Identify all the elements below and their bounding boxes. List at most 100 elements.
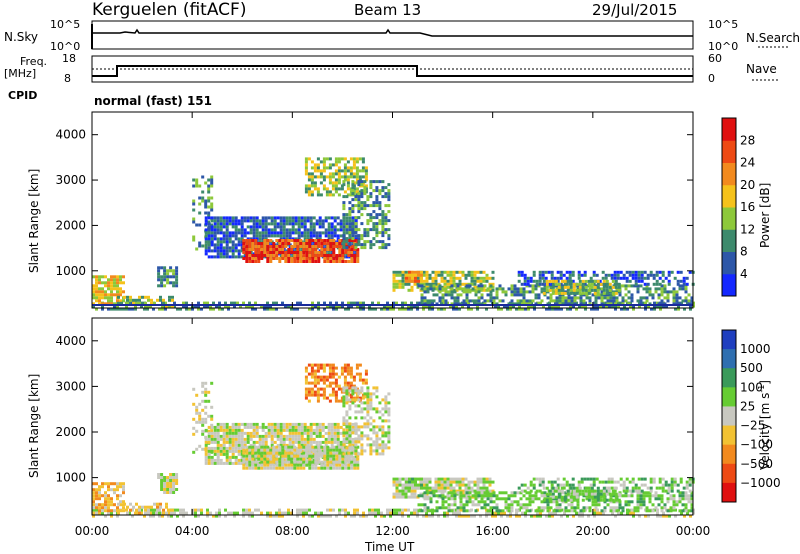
- echo-cell: [167, 511, 170, 515]
- echo-cell: [325, 378, 329, 382]
- echo-cell: [309, 231, 313, 235]
- echo-cell: [351, 389, 355, 393]
- echo-cell: [342, 389, 346, 393]
- echo-cell: [222, 431, 226, 435]
- echo-cell: [401, 279, 405, 283]
- echo-cell: [604, 273, 608, 277]
- echo-cell: [566, 288, 570, 292]
- echo-cell: [334, 190, 338, 194]
- echo-cell: [342, 201, 346, 205]
- echo-cell: [358, 169, 362, 173]
- echo-cell: [291, 219, 295, 223]
- echo-cell: [420, 480, 423, 484]
- echo-cell: [233, 514, 236, 518]
- echo-cell: [495, 494, 499, 498]
- echo-cell: [98, 278, 101, 282]
- echo-cell: [254, 242, 258, 245]
- echo-cell: [346, 178, 350, 182]
- echo-cell: [392, 276, 396, 280]
- echo-cell: [473, 489, 477, 493]
- echo-cell: [331, 175, 335, 179]
- echo-cell: [285, 219, 289, 223]
- echo-cell: [116, 514, 119, 518]
- echo-cell: [281, 254, 285, 257]
- power-colorbar-swatch: [722, 229, 736, 252]
- echo-cell: [228, 446, 232, 450]
- echo-cell: [95, 511, 98, 515]
- echo-cell: [231, 225, 235, 229]
- echo-cell: [573, 506, 577, 510]
- echo-cell: [237, 422, 241, 426]
- echo-cell: [206, 514, 209, 518]
- echo-cell: [398, 495, 402, 499]
- echo-cell: [450, 509, 454, 513]
- echo-cell: [395, 282, 399, 286]
- echo-cell: [210, 234, 214, 238]
- beam-title: Beam 13: [354, 1, 421, 19]
- echo-cell: [290, 245, 294, 248]
- echo-cell: [515, 511, 518, 515]
- echo-cell: [387, 446, 391, 450]
- echo-cell: [230, 301, 233, 305]
- echo-cell: [381, 443, 385, 447]
- echo-cell: [219, 225, 223, 229]
- echo-cell: [222, 225, 226, 229]
- echo-cell: [276, 222, 280, 226]
- echo-cell: [423, 299, 427, 303]
- echo-cell: [357, 434, 361, 438]
- echo-cell: [309, 431, 313, 435]
- echo-cell: [392, 483, 396, 487]
- freq-line: [92, 65, 693, 77]
- echo-cell: [122, 482, 125, 486]
- echo-cell: [260, 466, 264, 470]
- echo-cell: [234, 222, 238, 226]
- echo-cell: [296, 454, 300, 458]
- echo-cell: [515, 307, 518, 311]
- echo-cell: [210, 429, 214, 433]
- echo-cell: [672, 302, 676, 306]
- echo-cell: [355, 175, 359, 179]
- echo-cell: [104, 293, 107, 297]
- echo-cell: [275, 466, 279, 470]
- echo-cell: [667, 279, 671, 283]
- echo-cell: [627, 296, 631, 300]
- echo-cell: [525, 284, 529, 288]
- echo-cell: [290, 304, 293, 308]
- echo-cell: [555, 506, 559, 510]
- echo-cell: [215, 304, 218, 308]
- echo-cell: [411, 486, 414, 490]
- echo-cell: [173, 304, 176, 308]
- echo-cell: [207, 455, 211, 459]
- echo-cell: [428, 273, 432, 277]
- echo-cell: [395, 511, 398, 515]
- echo-cell: [252, 428, 256, 432]
- echo-cell: [410, 495, 414, 499]
- echo-cell: [264, 219, 268, 223]
- echo-cell: [562, 273, 566, 277]
- echo-cell: [349, 369, 353, 373]
- echo-cell: [617, 288, 621, 292]
- echo-cell: [204, 440, 208, 444]
- echo-cell: [344, 448, 348, 452]
- echo-cell: [425, 477, 429, 481]
- echo-cell: [228, 437, 232, 441]
- echo-cell: [216, 222, 220, 226]
- echo-cell: [101, 503, 104, 507]
- echo-cell: [299, 454, 303, 458]
- echo-cell: [328, 157, 332, 161]
- echo-cell: [552, 509, 556, 513]
- echo-cell: [488, 477, 492, 481]
- echo-cell: [285, 422, 289, 426]
- echo-cell: [363, 207, 367, 211]
- echo-cell: [594, 299, 598, 303]
- echo-cell: [414, 483, 417, 487]
- echo-cell: [609, 500, 613, 504]
- echo-cell: [548, 511, 551, 515]
- echo-cell: [398, 492, 402, 496]
- echo-cell: [578, 511, 581, 515]
- echo-cell: [308, 514, 311, 518]
- echo-cell: [359, 307, 362, 311]
- echo-cell: [332, 307, 335, 311]
- echo-cell: [467, 514, 470, 518]
- echo-cell: [548, 307, 551, 311]
